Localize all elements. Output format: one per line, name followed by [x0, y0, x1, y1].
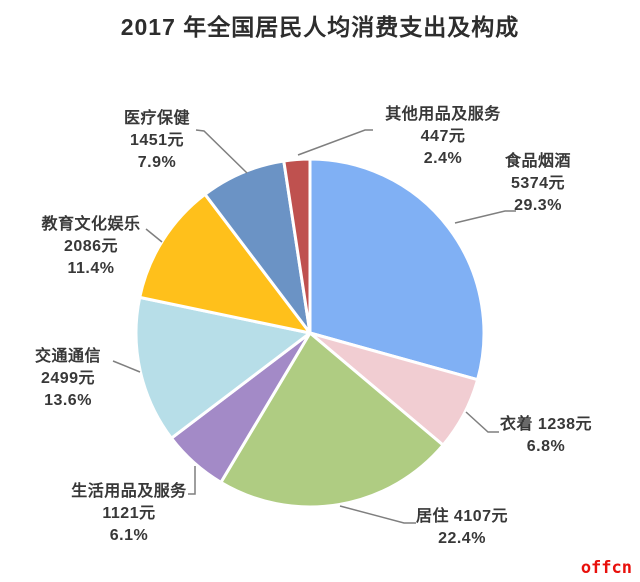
label-other-goods-services: 其他用品及服务 447元 2.4% [368, 104, 518, 170]
pie-slice-transport-communication [134, 295, 312, 440]
label-household-value: 1121元 [102, 505, 156, 522]
label-transport-value: 2499元 [40, 370, 96, 387]
label-household-goods-services: 生活用品及服务 1121元 6.1% [44, 481, 214, 547]
pie-slice-housing [219, 331, 445, 509]
label-education-name: 教育文化娱乐 [41, 216, 141, 233]
label-healthcare-value: 1451元 [129, 132, 185, 149]
label-transport-communication: 交通通信 2499元 13.6% [3, 346, 133, 412]
pie-slice-food-tobacco-alcohol [308, 157, 486, 382]
leader-line-clothing [465, 411, 499, 433]
label-household-pct: 6.1% [109, 527, 149, 544]
leader-line-food-tobacco-alcohol [454, 210, 516, 224]
label-food-name: 食品烟酒 [504, 153, 571, 170]
label-food-pct: 29.3% [514, 197, 562, 214]
leader-line-household-goods-services [188, 466, 196, 495]
leader-line-transport-communication [112, 360, 141, 373]
label-healthcare-name: 医疗保健 [123, 110, 190, 127]
label-clothing-value: 1238元 [537, 416, 593, 433]
label-household-name: 生活用品及服务 [71, 483, 187, 500]
label-housing-name-value: 居住 4107元 [387, 506, 537, 528]
label-education-value: 2086元 [63, 238, 119, 255]
label-other-pct: 2.4% [423, 150, 463, 167]
label-food-tobacco-alcohol: 食品烟酒 5374元 29.3% [463, 151, 613, 217]
leader-line-other-goods-services [297, 129, 373, 156]
label-transport-name: 交通通信 [34, 348, 101, 365]
leader-line-education-culture-entertainment [145, 228, 163, 243]
label-transport-pct: 13.6% [44, 392, 92, 409]
leader-line-healthcare [195, 129, 248, 174]
label-housing-value: 4107元 [453, 508, 509, 525]
pie-slice-other-goods-services [282, 157, 312, 335]
label-clothing-name-value: 衣着 1238元 [471, 414, 621, 436]
offcn-watermark: offcn [580, 558, 632, 578]
label-other-value: 447元 [420, 128, 466, 145]
label-food-value: 5374元 [510, 175, 566, 192]
label-clothing: 衣着 1238元 6.8% [471, 414, 621, 458]
label-housing-name: 居住 [415, 508, 449, 525]
label-education-culture-entertainment: 教育文化娱乐 2086元 11.4% [16, 214, 166, 280]
label-education-pct: 11.4% [67, 260, 115, 277]
label-healthcare: 医疗保健 1451元 7.9% [82, 108, 232, 174]
leader-line-housing [339, 505, 416, 524]
label-other-name: 其他用品及服务 [385, 106, 501, 123]
label-clothing-pct: 6.8% [526, 438, 566, 455]
label-housing-pct: 22.4% [438, 530, 486, 547]
label-housing: 居住 4107元 22.4% [387, 506, 537, 550]
chart-title: 2017 年全国居民人均消费支出及构成 [120, 14, 520, 40]
label-clothing-name: 衣着 [499, 416, 533, 433]
label-healthcare-pct: 7.9% [137, 154, 177, 171]
pie-slice-education-culture-entertainment [138, 192, 312, 335]
